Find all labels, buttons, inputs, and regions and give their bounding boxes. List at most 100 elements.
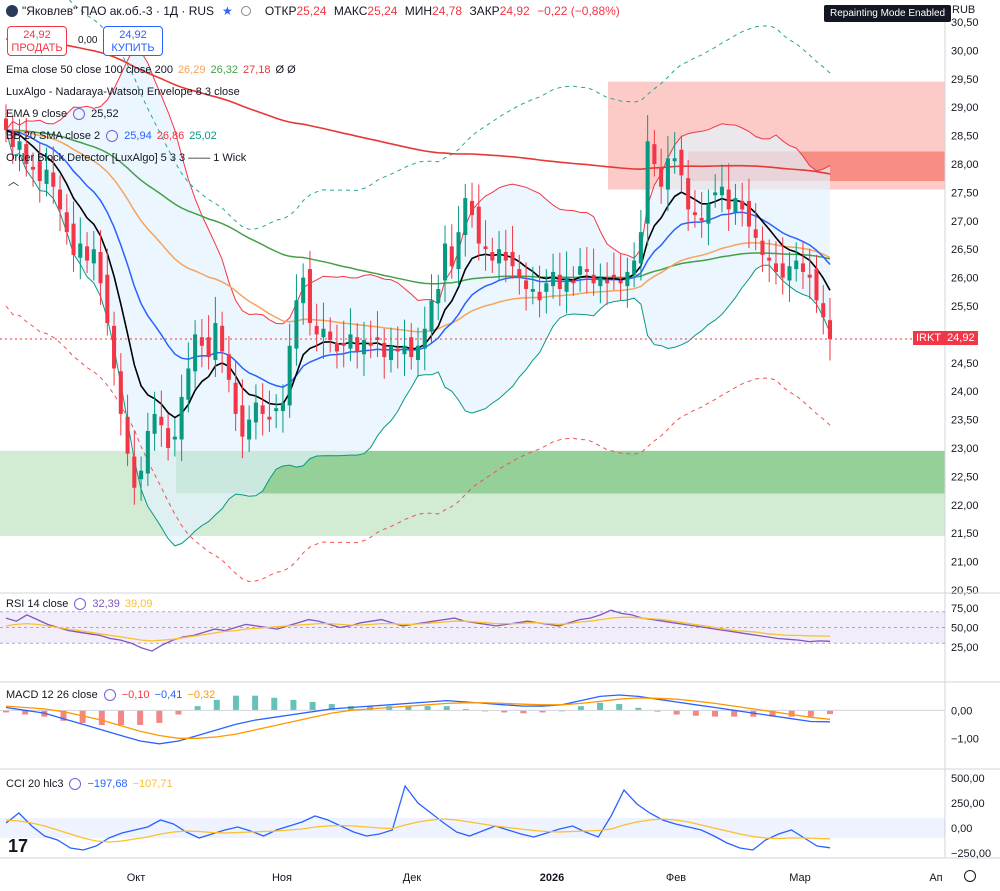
legend-ob-label: Order Block Detector [LuxAlgo] 5 3 3 —— …: [6, 152, 247, 164]
collapse-legend-chevron-icon[interactable]: ︿: [8, 176, 19, 188]
price-axis-tick: 22,00: [951, 500, 979, 512]
macd-histogram-bar: [22, 710, 29, 715]
candle-body: [497, 249, 502, 264]
price-axis-tick: 22,50: [951, 471, 979, 483]
candle-body: [530, 288, 535, 292]
candle-body: [328, 331, 333, 341]
macd-histogram-bar: [252, 695, 259, 711]
macd-axis-tick: −1,00: [951, 733, 979, 745]
legend-rsi[interactable]: RSI 14 close 32,39 39,09: [6, 598, 152, 610]
candle-body: [692, 212, 697, 216]
price-axis-tick: 24,00: [951, 386, 979, 398]
buy-button[interactable]: 24,92 КУПИТЬ: [103, 26, 163, 56]
settings-icon[interactable]: [103, 689, 116, 701]
candle-body: [98, 252, 103, 284]
candle-body: [145, 430, 150, 474]
price-axis-tick: 29,50: [951, 74, 979, 86]
macd-histogram-bar: [692, 710, 699, 716]
candle-body: [395, 348, 400, 352]
candle-body: [355, 337, 360, 352]
candle-body: [638, 232, 643, 264]
legend-bb[interactable]: BB 20 SMA close 2 25,94 26,86 25,02: [6, 130, 217, 142]
candle-body: [598, 277, 603, 287]
candle-body: [30, 166, 36, 170]
candle-body: [618, 280, 623, 284]
favorite-star-icon[interactable]: ★: [222, 4, 233, 18]
macd-histogram-bar: [654, 710, 661, 712]
ohlc-high-value: 25,24: [367, 4, 398, 18]
legend-ema100-value: 26,32: [210, 64, 238, 76]
candle-body: [307, 269, 312, 324]
macd-histogram-bar: [271, 697, 278, 711]
candle-body: [584, 269, 589, 272]
symbol-logo-icon: [6, 5, 18, 17]
candle-body: [112, 325, 117, 369]
candle-body: [733, 198, 738, 213]
legend-ema9[interactable]: EMA 9 close 25,52: [6, 108, 119, 120]
candle-body: [3, 118, 9, 130]
chart-settings-icon[interactable]: [964, 870, 976, 882]
macd-histogram-bar: [156, 710, 163, 723]
ohlc-low-key: МИН: [404, 4, 433, 18]
candle-body: [125, 416, 130, 454]
legend-nwe[interactable]: LuxAlgo - Nadaraya-Watson Envelope 8 3 c…: [6, 86, 240, 98]
candle-body: [449, 246, 454, 267]
settings-icon[interactable]: [69, 778, 82, 790]
legend-macd-line: −0,41: [154, 689, 183, 701]
time-axis-tick: Ноя: [272, 872, 292, 884]
legend-cci[interactable]: CCI 20 hlc3 −197,68 −107,71: [6, 778, 173, 790]
price-axis-tick: 24,50: [951, 358, 979, 370]
legend-macd[interactable]: MACD 12 26 close −0,10 −0,41 −0,32: [6, 689, 215, 701]
macd-histogram-bar: [597, 702, 604, 711]
candle-body: [321, 328, 326, 338]
symbol-title[interactable]: "Яковлев" ПАО ак.об.-3 · 1Д · RUS: [22, 4, 215, 18]
nwe-lower-line: [5, 305, 831, 583]
macd-histogram-bar: [328, 704, 335, 711]
candle-body: [699, 217, 704, 221]
legend-ema-multi[interactable]: Ema close 50 close 100 close 200 26,29 2…: [6, 64, 296, 76]
candle-body: [672, 158, 677, 162]
candle-body: [17, 141, 22, 150]
legend-cci-value: −197,68: [87, 778, 128, 790]
candle-body: [233, 382, 238, 414]
tradingview-logo-icon[interactable]: 17: [8, 836, 29, 856]
candle-body: [503, 252, 508, 261]
candle-body: [274, 408, 279, 412]
macd-histogram-bar: [175, 710, 182, 715]
time-axis-tick: Окт: [127, 872, 146, 884]
candle-body: [794, 260, 799, 270]
sell-button[interactable]: 24,92 ПРОДАТЬ: [7, 26, 67, 56]
candle-body: [159, 416, 164, 426]
legend-order-block[interactable]: Order Block Detector [LuxAlgo] 5 3 3 —— …: [6, 152, 246, 164]
candle-body: [375, 337, 380, 341]
candle-body: [294, 300, 299, 349]
candle-body: [152, 413, 157, 434]
time-axis-tick: Фев: [666, 872, 686, 884]
candle-body: [625, 271, 630, 287]
legend-cci-ma-value: −107,71: [132, 778, 173, 790]
price-axis-tick: 21,00: [951, 557, 979, 569]
price-axis-tick: 29,00: [951, 102, 979, 114]
candle-body: [37, 161, 42, 182]
ema200-line: [5, 38, 831, 175]
candle-body: [382, 342, 387, 358]
macd-histogram-bar: [673, 710, 680, 715]
macd-histogram-bar: [462, 709, 469, 711]
candle-body: [746, 200, 751, 227]
market-status-icon: [240, 6, 251, 16]
bollinger-band-fill: [6, 47, 830, 546]
macd-histogram-bar: [501, 710, 508, 713]
macd-histogram-bar: [520, 710, 527, 714]
macd-histogram-bar: [405, 706, 412, 711]
settings-icon[interactable]: [106, 130, 119, 142]
candle-body: [524, 280, 529, 289]
candle-body: [827, 320, 833, 339]
price-axis-tick: 21,50: [951, 528, 979, 540]
currency-label[interactable]: RUB: [952, 4, 976, 16]
candle-body: [415, 345, 421, 360]
candle-body: [206, 337, 211, 358]
candle-body: [557, 274, 562, 289]
settings-icon[interactable]: [73, 108, 86, 120]
rsi-axis-tick: 50,00: [951, 623, 979, 635]
settings-icon[interactable]: [74, 598, 87, 610]
